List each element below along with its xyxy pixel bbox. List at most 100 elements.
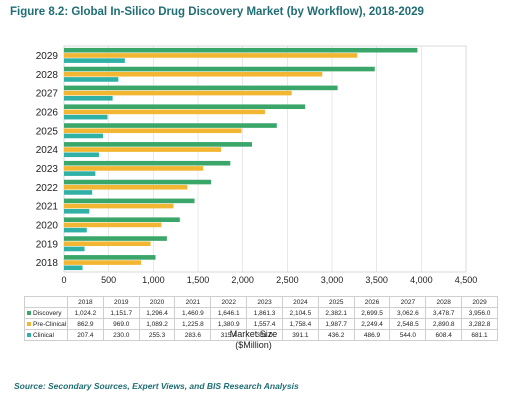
- table-cell-value: 3,282.8: [461, 318, 498, 330]
- table-cell-value: 3,478.7: [425, 307, 463, 319]
- y-tick-label: 2019: [36, 239, 59, 250]
- bar: [64, 133, 103, 139]
- legend-label: Discovery: [33, 309, 62, 317]
- bar: [64, 95, 113, 101]
- table-cell-value: 1,296.4: [138, 307, 176, 319]
- table-header-year: 2023: [246, 296, 283, 308]
- bar: [64, 109, 265, 115]
- legend-entry: Clinical: [24, 329, 68, 341]
- bar: [64, 104, 306, 110]
- table-header-year: 2020: [138, 296, 176, 308]
- y-tick-label: 2026: [36, 107, 59, 118]
- bar: [64, 53, 358, 58]
- bar: [64, 265, 83, 271]
- table-cell-value: 1,557.4: [246, 318, 283, 330]
- bar: [64, 222, 162, 228]
- legend-entry: Pre-Clinical: [24, 318, 68, 330]
- x-tick-label: 2,000: [231, 275, 254, 285]
- y-tick-label: 2023: [36, 164, 59, 175]
- bar: [64, 47, 418, 53]
- table-cell-value: 608.4: [425, 329, 463, 341]
- table-header-year: 2027: [389, 296, 427, 308]
- bar: [64, 179, 212, 185]
- table-cell-value: 391.1: [281, 329, 319, 341]
- bar: [64, 217, 180, 223]
- table-cell-value: 1,380.9: [210, 318, 248, 330]
- bar: [64, 66, 375, 72]
- y-tick-label: 2025: [36, 126, 59, 137]
- legend-swatch: [27, 310, 31, 315]
- table-cell-value: 862.9: [67, 318, 104, 330]
- x-axis-title-line2: ($Million): [235, 340, 272, 350]
- table-header-year: 2028: [425, 296, 463, 308]
- x-tick-label: 4,500: [455, 275, 478, 285]
- table-header-row: 2018 2019 2020 2021 2022 2023 2024 2025 2026 2027…: [24, 296, 498, 308]
- y-tick-label: 2020: [36, 220, 59, 231]
- bar: [64, 241, 151, 247]
- bar: [64, 71, 323, 77]
- y-tick-label: 2022: [36, 183, 59, 194]
- bar: [64, 160, 231, 166]
- bar: [64, 128, 242, 134]
- y-tick-label: 2018: [36, 258, 59, 269]
- bar: [64, 260, 142, 265]
- bar: [64, 198, 195, 204]
- table-corner: [24, 296, 68, 308]
- table-header-year: 2019: [102, 296, 140, 308]
- bar: [64, 171, 96, 176]
- x-tick-label: 1,000: [142, 275, 165, 285]
- table-cell-value: 255.3: [138, 329, 176, 341]
- table-cell-value: 1,151.7: [102, 307, 140, 319]
- table-cell-value: 2,104.5: [281, 307, 319, 319]
- table-cell-value: 283.6: [174, 329, 212, 341]
- table-cell-value: 1,225.8: [174, 318, 212, 330]
- bar: [64, 114, 108, 120]
- table-header-year: 2026: [353, 296, 391, 308]
- table-header-year: 2029: [461, 296, 498, 308]
- x-tick-label: 3,500: [365, 275, 388, 285]
- x-axis-title-line1: Market Size: [229, 329, 278, 339]
- y-tick-label: 2027: [36, 89, 59, 100]
- y-tick-label: 2028: [36, 70, 59, 81]
- x-tick-label: 2,500: [276, 275, 299, 285]
- x-tick-label: 500: [101, 275, 116, 285]
- legend-swatch: [27, 321, 31, 326]
- table-cell-value: 2,890.8: [425, 318, 463, 330]
- legend-entry: Discovery: [24, 307, 68, 319]
- table-cell-value: 969.0: [102, 318, 140, 330]
- table-cell-value: 1,646.1: [210, 307, 248, 319]
- bar: [64, 166, 204, 171]
- bar: [64, 236, 167, 241]
- table-header-year: 2022: [210, 296, 248, 308]
- bar: [64, 147, 222, 152]
- legend-label: Pre-Clinical: [33, 320, 67, 328]
- bar: [64, 208, 90, 214]
- x-tick-label: 4,000: [410, 275, 433, 285]
- table-cell-value: 2,699.5: [353, 307, 391, 319]
- x-tick-label: 3,000: [321, 275, 344, 285]
- y-tick-label: 2029: [36, 51, 59, 62]
- table-cell-value: 2,249.4: [353, 318, 391, 330]
- bar: [64, 152, 99, 158]
- legend-label: Clinical: [33, 331, 54, 339]
- table-header-year: 2025: [317, 296, 355, 308]
- bar: [64, 123, 277, 128]
- table-cell-value: 1,758.4: [281, 318, 319, 330]
- bar: [64, 77, 119, 82]
- table-row: Pre-Clinical 862.9 969.0 1,089.2 1,225.8 1,38…: [24, 318, 498, 330]
- x-tick-label: 1,500: [187, 275, 210, 285]
- bar: [64, 184, 188, 190]
- table-cell-value: 2,548.5: [389, 318, 427, 330]
- table-header-year: 2018: [67, 296, 104, 308]
- data-table: 2018 2019 2020 2021 2022 2023 2024 2025 2026 2027…: [24, 296, 498, 341]
- y-tick-label: 2024: [36, 145, 59, 156]
- y-tick-label: 2021: [36, 202, 59, 213]
- table-cell-value: 230.0: [102, 329, 140, 341]
- x-tick-label: 0: [61, 275, 66, 285]
- table-cell-value: 1,987.7: [317, 318, 355, 330]
- table-row: Clinical 207.4 230.0 255.3 283.6 315.4 351.0 39…: [24, 329, 498, 341]
- bar: [64, 190, 93, 195]
- figure-title: Figure 8.2: Global In-Silico Drug Discov…: [10, 6, 424, 18]
